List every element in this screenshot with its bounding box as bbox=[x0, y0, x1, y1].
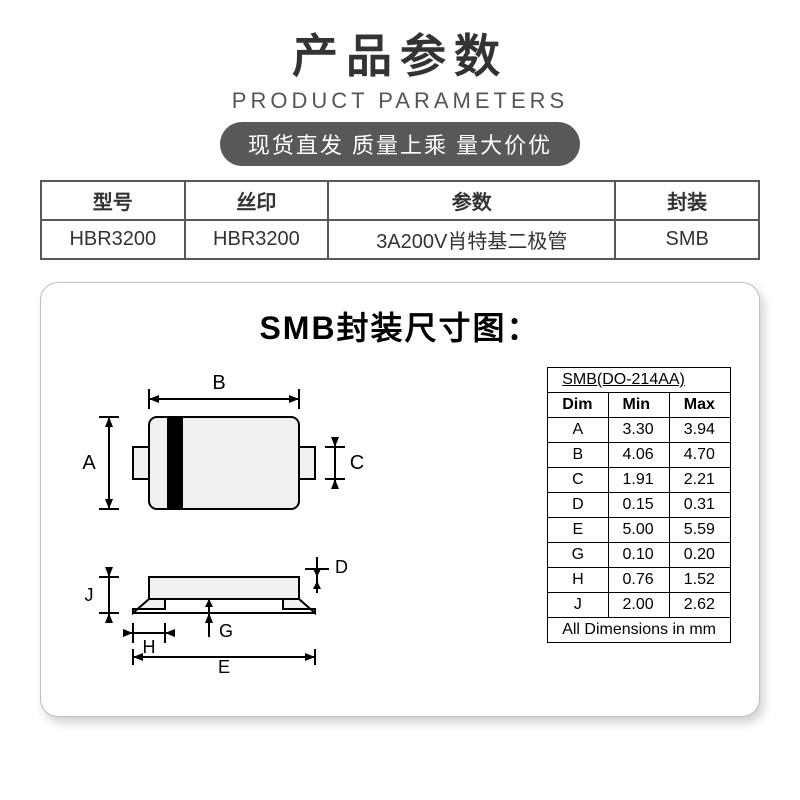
table-cell: C bbox=[548, 468, 608, 493]
table-cell: 2.62 bbox=[669, 593, 730, 618]
dim-table-footer: All Dimensions in mm bbox=[548, 618, 731, 643]
dim-label-J: J bbox=[85, 585, 94, 605]
table-cell: HBR3200 bbox=[41, 220, 185, 259]
dim-label-C: C bbox=[350, 452, 364, 474]
table-cell: 3A200V肖特基二极管 bbox=[328, 220, 615, 259]
table-cell: B bbox=[548, 443, 608, 468]
dim-col-header: Dim bbox=[548, 393, 608, 418]
title-cn: 产品参数 bbox=[40, 20, 760, 86]
dim-label-B: B bbox=[212, 372, 225, 394]
table-row: D0.150.31 bbox=[548, 493, 731, 518]
product-parameters-table: 型号丝印参数封装 HBR3200HBR32003A200V肖特基二极管SMB bbox=[40, 180, 760, 260]
title-en: PRODUCT PARAMETERS bbox=[40, 88, 760, 114]
table-cell: 5.59 bbox=[669, 518, 730, 543]
dim-label-G: G bbox=[219, 621, 233, 641]
table-cell: 2.21 bbox=[669, 468, 730, 493]
table-cell: 4.06 bbox=[608, 443, 669, 468]
product-col-header: 型号 bbox=[41, 181, 185, 220]
dim-label-A: A bbox=[82, 452, 96, 474]
table-cell: 3.30 bbox=[608, 418, 669, 443]
dimension-table: SMB(DO-214AA) DimMinMax A3.303.94B4.064.… bbox=[547, 367, 731, 643]
table-row: E5.005.59 bbox=[548, 518, 731, 543]
dim-col-header: Min bbox=[608, 393, 669, 418]
table-cell: D bbox=[548, 493, 608, 518]
dim-label-E: E bbox=[218, 657, 230, 677]
dim-table-header: SMB(DO-214AA) bbox=[548, 368, 731, 393]
table-cell: E bbox=[548, 518, 608, 543]
table-row: B4.064.70 bbox=[548, 443, 731, 468]
table-cell: 4.70 bbox=[669, 443, 730, 468]
table-cell: 0.20 bbox=[669, 543, 730, 568]
table-cell: A bbox=[548, 418, 608, 443]
dim-col-header: Max bbox=[669, 393, 730, 418]
dim-label-H: H bbox=[143, 637, 156, 657]
table-cell: HBR3200 bbox=[185, 220, 329, 259]
table-cell: 1.91 bbox=[608, 468, 669, 493]
table-cell: 5.00 bbox=[608, 518, 669, 543]
panel-title: SMB封装尺寸图： bbox=[69, 303, 731, 349]
table-cell: 0.10 bbox=[608, 543, 669, 568]
table-cell: 0.31 bbox=[669, 493, 730, 518]
table-row: A3.303.94 bbox=[548, 418, 731, 443]
table-cell: 3.94 bbox=[669, 418, 730, 443]
table-cell: 0.15 bbox=[608, 493, 669, 518]
table-row: C1.912.21 bbox=[548, 468, 731, 493]
product-col-header: 封装 bbox=[615, 181, 759, 220]
table-row: H0.761.52 bbox=[548, 568, 731, 593]
table-cell: 2.00 bbox=[608, 593, 669, 618]
table-row: J2.002.62 bbox=[548, 593, 731, 618]
product-col-header: 参数 bbox=[328, 181, 615, 220]
dim-label-D: D bbox=[335, 557, 348, 577]
table-row: HBR3200HBR32003A200V肖特基二极管SMB bbox=[41, 220, 759, 259]
table-cell: 1.52 bbox=[669, 568, 730, 593]
table-cell: SMB bbox=[615, 220, 759, 259]
table-cell: J bbox=[548, 593, 608, 618]
table-cell: 0.76 bbox=[608, 568, 669, 593]
table-row: G0.100.20 bbox=[548, 543, 731, 568]
dimension-panel: SMB封装尺寸图： B bbox=[40, 282, 760, 717]
tagline-pill: 现货直发 质量上乘 量大价优 bbox=[220, 122, 580, 166]
product-col-header: 丝印 bbox=[185, 181, 329, 220]
table-cell: G bbox=[548, 543, 608, 568]
package-diagram: B A C bbox=[69, 367, 523, 682]
table-cell: H bbox=[548, 568, 608, 593]
header: 产品参数 PRODUCT PARAMETERS 现货直发 质量上乘 量大价优 bbox=[40, 20, 760, 166]
